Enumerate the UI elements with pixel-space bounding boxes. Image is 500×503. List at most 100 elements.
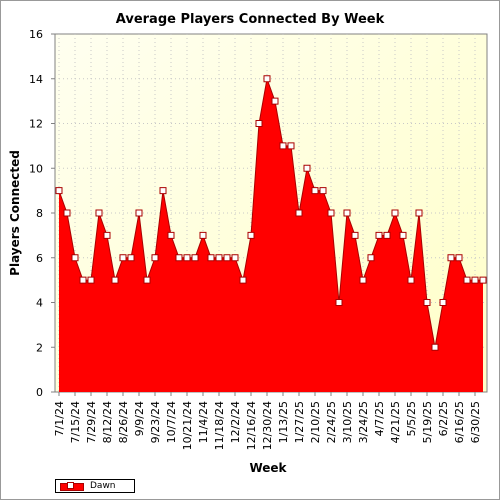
data-point — [391, 209, 399, 217]
data-point — [159, 187, 167, 195]
y-tick-label: 0 — [36, 386, 43, 399]
x-axis: 7/1/24 7/15/24 7/29/24 8/12/24 8/26/24 9/9/24… — [53, 392, 482, 450]
data-point — [135, 209, 143, 217]
x-tick-label: 3/24/25 — [357, 401, 370, 443]
x-tick-label: 3/10/25 — [341, 401, 354, 443]
data-point — [447, 254, 455, 262]
data-point — [71, 254, 79, 262]
data-point — [463, 276, 471, 284]
y-tick-label: 14 — [29, 73, 43, 86]
legend: Dawn — [55, 479, 135, 493]
x-tick-label: 9/9/24 — [133, 401, 146, 436]
y-tick-label: 6 — [36, 252, 43, 265]
data-point — [199, 231, 207, 239]
data-point — [111, 276, 119, 284]
legend-label-dawn: Dawn — [90, 481, 116, 491]
data-point — [479, 276, 487, 284]
data-point — [303, 164, 311, 172]
data-point — [279, 142, 287, 150]
data-point — [471, 276, 479, 284]
data-point — [415, 209, 423, 217]
data-point — [271, 97, 279, 105]
data-point — [399, 231, 407, 239]
x-tick-label: 6/16/25 — [453, 401, 466, 443]
data-point — [79, 276, 87, 284]
x-tick-label: 4/21/25 — [389, 401, 402, 443]
data-point — [295, 209, 303, 217]
x-tick-label: 5/19/25 — [421, 401, 434, 443]
data-point — [63, 209, 71, 217]
data-point — [183, 254, 191, 262]
series-area-dawn — [59, 78, 483, 392]
data-point — [287, 142, 295, 150]
y-axis: 0 2 4 6 8 10 12 14 16 — [29, 28, 55, 399]
data-point — [175, 254, 183, 262]
data-point — [103, 231, 111, 239]
x-tick-label: 12/30/24 — [261, 401, 274, 450]
data-point — [127, 254, 135, 262]
x-tick-label: 4/7/25 — [373, 401, 386, 436]
y-tick-label: 4 — [36, 297, 43, 310]
data-point — [319, 187, 327, 195]
x-tick-label: 11/18/24 — [213, 401, 226, 450]
x-axis-label: Week — [249, 461, 287, 475]
x-tick-label: 2/10/25 — [309, 401, 322, 443]
data-point — [351, 231, 359, 239]
data-point — [191, 254, 199, 262]
x-tick-label: 1/27/25 — [293, 401, 306, 443]
data-point — [223, 254, 231, 262]
x-tick-label: 11/4/24 — [197, 401, 210, 443]
y-tick-label: 16 — [29, 28, 43, 41]
x-tick-label: 7/29/24 — [85, 401, 98, 443]
y-tick-label: 2 — [36, 341, 43, 354]
data-point — [407, 276, 415, 284]
data-point — [343, 209, 351, 217]
x-tick-label: 5/5/25 — [405, 401, 418, 436]
data-point — [367, 254, 375, 262]
x-tick-label: 12/2/24 — [229, 401, 242, 443]
data-point — [327, 209, 335, 217]
data-point — [231, 254, 239, 262]
x-tick-label: 7/1/24 — [53, 401, 66, 436]
y-tick-label: 10 — [29, 162, 43, 175]
data-point — [87, 276, 95, 284]
x-tick-label: 8/26/24 — [117, 401, 130, 443]
data-point — [455, 254, 463, 262]
data-point — [119, 254, 127, 262]
y-axis-label: Players Connected — [8, 150, 22, 276]
x-tick-label: 6/2/25 — [437, 401, 450, 436]
data-point — [439, 299, 447, 306]
x-tick-label: 10/7/24 — [165, 401, 178, 443]
data-point — [375, 231, 383, 239]
data-point — [423, 299, 431, 306]
data-point — [247, 231, 255, 239]
data-point — [207, 254, 215, 262]
data-point — [359, 276, 367, 284]
data-point — [431, 343, 439, 351]
data-point — [95, 209, 103, 217]
x-tick-label: 8/12/24 — [101, 401, 114, 443]
data-point — [151, 254, 159, 262]
x-tick-label: 7/15/24 — [69, 401, 82, 443]
data-point — [215, 254, 223, 262]
data-point — [167, 231, 175, 239]
data-point — [311, 187, 319, 195]
x-tick-label: 9/23/24 — [149, 401, 162, 443]
y-tick-label: 12 — [29, 118, 43, 131]
x-tick-label: 2/24/25 — [325, 401, 338, 443]
data-point — [335, 299, 343, 306]
x-tick-label: 10/21/24 — [181, 401, 194, 450]
legend-marker-dawn — [67, 482, 74, 489]
data-point — [255, 120, 263, 127]
data-point — [143, 276, 151, 284]
data-point — [263, 75, 271, 83]
x-tick-label: 12/16/24 — [245, 401, 258, 450]
y-tick-label: 8 — [36, 207, 43, 220]
data-point — [55, 187, 63, 195]
marker-layer — [55, 75, 487, 351]
data-point — [239, 276, 247, 284]
x-tick-label: 6/30/25 — [469, 401, 482, 443]
x-tick-label: 1/13/25 — [277, 401, 290, 443]
